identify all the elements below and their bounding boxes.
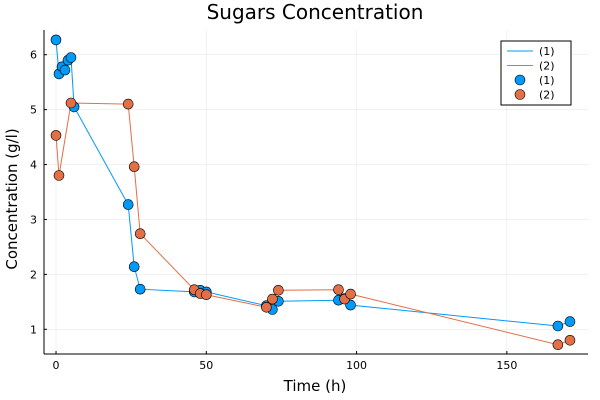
series-2-point — [267, 293, 278, 305]
series-2-point — [345, 288, 356, 300]
y-tick-label: 2 — [30, 268, 37, 281]
legend-label: (1) — [539, 45, 555, 58]
x-tick-label: 0 — [53, 359, 60, 372]
legend-label: (2) — [539, 89, 555, 102]
series-1-point — [128, 261, 140, 273]
series-2-point — [53, 170, 65, 181]
legend-marker-swatch — [514, 89, 526, 100]
y-tick-label: 6 — [30, 49, 37, 62]
series-1-point — [564, 316, 576, 327]
series-2-point — [134, 228, 146, 239]
series-1-point — [50, 34, 62, 46]
series-1-point — [65, 52, 77, 63]
series-2-point — [122, 98, 134, 110]
series-1-point — [134, 283, 146, 295]
legend-label: (1) — [539, 74, 555, 87]
series-1-point — [552, 320, 564, 332]
legend-marker-swatch — [514, 74, 526, 86]
y-tick-label: 5 — [30, 104, 37, 117]
y-tick-label: 1 — [30, 323, 37, 336]
series-points — [50, 34, 576, 351]
legend-label: (2) — [539, 60, 555, 73]
x-axis-label: Time (h) — [283, 377, 347, 395]
legend-box — [500, 40, 572, 106]
series-2-point — [552, 339, 564, 351]
legend: (1)(2)(1)(2) — [500, 40, 572, 106]
y-tick-label: 4 — [30, 159, 37, 172]
y-tick-label: 3 — [30, 213, 37, 226]
series-2-point — [65, 97, 77, 109]
series-2-point — [201, 289, 212, 301]
series-2-point — [50, 130, 62, 141]
series-2-point — [333, 284, 344, 296]
series-1-point — [122, 199, 134, 210]
series-2-point — [564, 334, 576, 346]
x-tick-label: 100 — [346, 359, 367, 372]
tick-labels: 0 50 100 150 1 2 3 4 5 6 — [30, 49, 517, 372]
chart-title: Sugars Concentration — [207, 0, 424, 24]
series-1-point — [59, 64, 71, 76]
axes — [43, 30, 588, 355]
series-2-point — [128, 161, 140, 172]
series-2-point — [273, 284, 284, 296]
x-tick-label: 150 — [496, 359, 517, 372]
x-tick-label: 50 — [199, 359, 213, 372]
y-axis-label: Concentration (g/l) — [3, 128, 21, 269]
series-2-point — [261, 301, 272, 313]
